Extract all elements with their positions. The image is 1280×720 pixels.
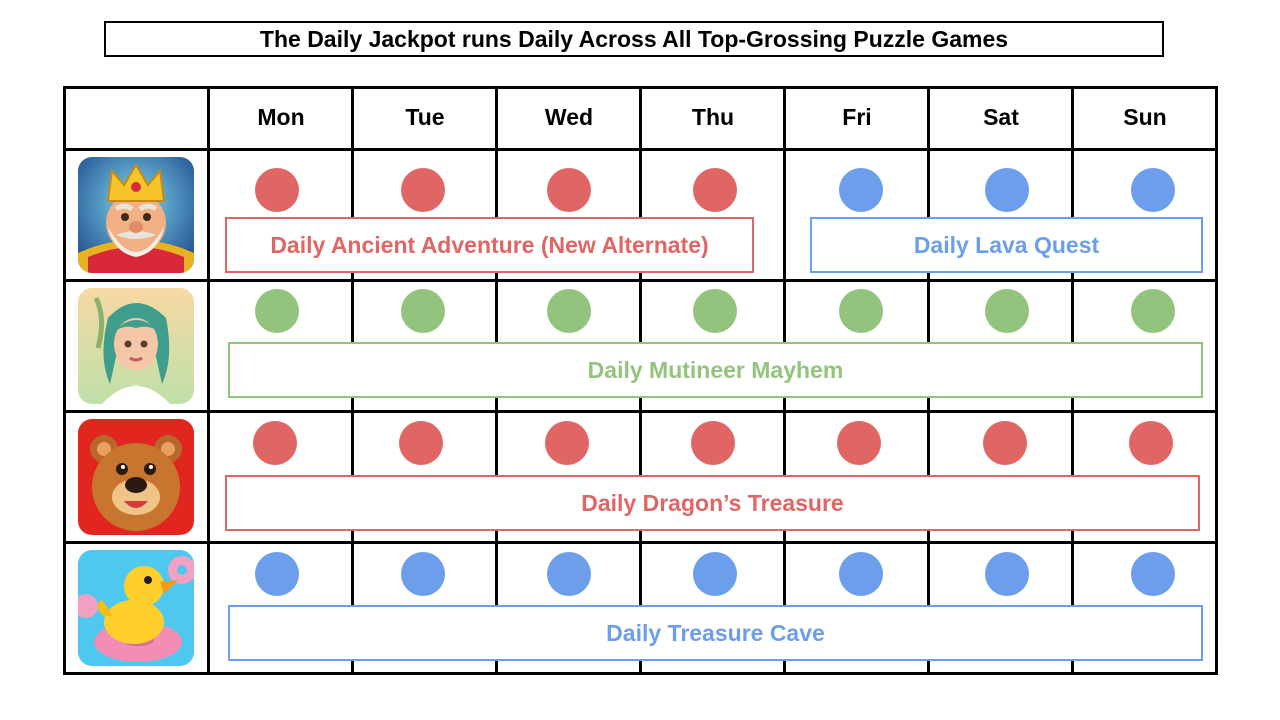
- event-dot: [983, 421, 1027, 465]
- event-bar-lava-quest: Daily Lava Quest: [810, 217, 1203, 273]
- event-dot: [1131, 552, 1175, 596]
- grid-line: [63, 86, 66, 675]
- grid-line: [207, 86, 210, 675]
- event-dot: [693, 289, 737, 333]
- event-bar-treasure-cave: Daily Treasure Cave: [228, 605, 1203, 661]
- event-dot: [839, 552, 883, 596]
- event-dot: [547, 552, 591, 596]
- day-header-wed: Wed: [544, 104, 594, 130]
- event-bar-mutineer-mayhem: Daily Mutineer Mayhem: [228, 342, 1203, 398]
- event-dot: [255, 168, 299, 212]
- event-dot: [401, 552, 445, 596]
- event-dot: [399, 421, 443, 465]
- event-dot: [1129, 421, 1173, 465]
- day-header-fri: Fri: [842, 104, 872, 130]
- event-dot: [985, 168, 1029, 212]
- event-dot: [253, 421, 297, 465]
- event-dot: [255, 552, 299, 596]
- event-bar-ancient-adventure: Daily Ancient Adventure (New Alternate): [225, 217, 754, 273]
- day-header-thu: Thu: [691, 104, 735, 130]
- event-dot: [985, 289, 1029, 333]
- schedule-grid: Mon Tue Wed Thu Fri Sat Sun: [63, 86, 1218, 675]
- green-haired-girl-game-icon: [78, 288, 194, 404]
- event-dot: [839, 168, 883, 212]
- day-header-sun: Sun: [1123, 104, 1167, 130]
- day-header-tue: Tue: [405, 104, 445, 130]
- event-dot: [547, 289, 591, 333]
- event-dot: [837, 421, 881, 465]
- event-dot: [985, 552, 1029, 596]
- event-dot: [1131, 289, 1175, 333]
- king-game-icon: [78, 157, 194, 273]
- event-dot: [255, 289, 299, 333]
- page-title: The Daily Jackpot runs Daily Across All …: [104, 21, 1164, 57]
- event-dot: [401, 289, 445, 333]
- event-bar-dragons-treasure: Daily Dragon’s Treasure: [225, 475, 1200, 531]
- bear-game-icon: [78, 419, 194, 535]
- day-header-mon: Mon: [257, 104, 305, 130]
- event-dot: [547, 168, 591, 212]
- duck-donut-game-icon: [78, 550, 194, 666]
- event-dot: [693, 552, 737, 596]
- grid-line: [1215, 86, 1218, 675]
- event-dot: [691, 421, 735, 465]
- day-header-sat: Sat: [983, 104, 1019, 130]
- event-dot: [839, 289, 883, 333]
- event-dot: [401, 168, 445, 212]
- event-dot: [545, 421, 589, 465]
- event-dot: [1131, 168, 1175, 212]
- event-dot: [693, 168, 737, 212]
